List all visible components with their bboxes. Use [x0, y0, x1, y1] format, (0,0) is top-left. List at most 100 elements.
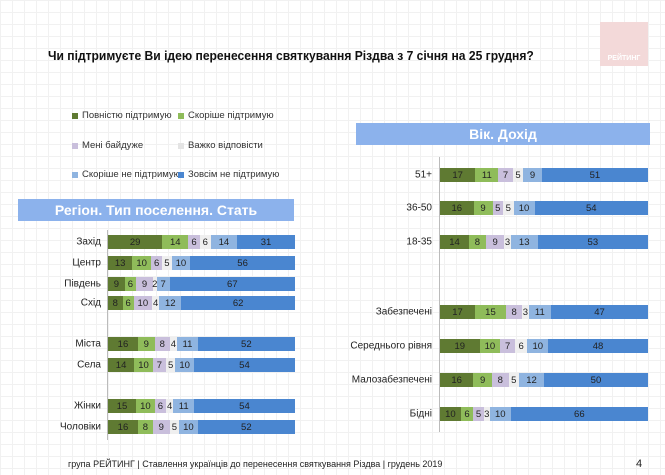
- bar-segment: 3: [483, 407, 490, 421]
- category-label: Малозабезпечені: [351, 374, 432, 386]
- legend-item: Скоріше не підтримую: [72, 169, 181, 180]
- bar-segment: 7: [498, 168, 513, 182]
- legend-swatch: [72, 171, 78, 178]
- category-label: 36-50: [406, 202, 432, 214]
- stacked-bar: 16 9 5 5 10 54: [440, 201, 648, 215]
- bar-segment: 4: [169, 337, 178, 351]
- category-label: Середнього рівня: [350, 340, 432, 352]
- bar-segment: 66: [510, 407, 648, 421]
- bar-segment: 47: [551, 305, 648, 319]
- page-number: 4: [636, 458, 643, 470]
- stacked-bar: 16 8 9 5 10 52: [108, 420, 295, 434]
- legend-swatch: [72, 112, 78, 119]
- y-axis: [107, 230, 108, 440]
- bar-segment: 9: [473, 373, 492, 387]
- bar-segment: 17: [440, 305, 475, 319]
- legend-item: Зовсім не підтримую: [178, 169, 279, 180]
- bar-segment: 9: [137, 337, 155, 351]
- bar-segment: 10: [134, 358, 153, 372]
- bar-segment: 53: [537, 235, 648, 249]
- bar-segment: 8: [108, 296, 123, 310]
- bar-segment: 10: [479, 339, 501, 353]
- legend-swatch: [178, 142, 184, 149]
- bar-segment: 14: [162, 235, 189, 249]
- legend-label: Повністю підтримую: [82, 110, 172, 121]
- bar-segment: 9: [523, 168, 542, 182]
- category-label: Чоловіки: [59, 421, 101, 433]
- stacked-bar: 10 6 5 3 10 66: [440, 407, 648, 421]
- legend-label: Зовсім не підтримую: [188, 169, 280, 180]
- bar-segment: 8: [469, 235, 486, 249]
- bar-segment: 6: [122, 296, 134, 310]
- bar-segment: 17: [440, 168, 476, 182]
- legend-label: Мені байдуже: [82, 140, 144, 151]
- bar-segment: 3: [522, 305, 529, 319]
- legend-label: Скоріше не підтримую: [82, 169, 181, 180]
- bar-segment: 13: [108, 256, 133, 270]
- bar-segment: 50: [543, 373, 648, 387]
- bar-segment: 10: [513, 201, 535, 215]
- bar-segment: 9: [108, 277, 125, 291]
- category-label: Південь: [64, 278, 101, 290]
- bar-segment: 54: [193, 399, 295, 413]
- bar-segment: 8: [505, 305, 523, 319]
- y-axis: [439, 157, 440, 432]
- category-label: Забезпечені: [375, 306, 432, 318]
- bar-segment: 7: [156, 277, 170, 291]
- legend-swatch: [178, 112, 184, 119]
- bar-segment: 6: [154, 399, 166, 413]
- bar-segment: 6: [188, 235, 200, 249]
- bar-segment: 51: [541, 168, 648, 182]
- bar-segment: 4: [151, 296, 160, 310]
- bar-segment: 11: [475, 168, 499, 182]
- bar-segment: 10: [440, 407, 461, 421]
- chart-title-left: Регіон. Тип поселення. Стать: [18, 199, 294, 221]
- bar-segment: 9: [136, 277, 153, 291]
- bar-segment: 7: [500, 339, 515, 353]
- bar-segment: 10: [489, 407, 511, 421]
- legend-item: Скоріше підтримую: [178, 110, 274, 121]
- bar-segment: 8: [154, 337, 170, 351]
- stacked-bar: 9 6 9 2 7 67: [108, 277, 295, 291]
- bar-segment: 16: [108, 337, 138, 351]
- bar-segment: 16: [440, 201, 474, 215]
- category-label: Центр: [72, 257, 101, 269]
- bar-segment: 6: [199, 235, 211, 249]
- bar-segment: 7: [152, 358, 166, 372]
- bar-segment: 16: [440, 373, 474, 387]
- category-label: Міста: [75, 338, 101, 350]
- stacked-bar: 17 15 8 3 11 47: [440, 305, 648, 319]
- bar-segment: 11: [177, 337, 198, 351]
- legend-item: Важко відповісти: [178, 140, 263, 151]
- bar-segment: 10: [527, 339, 549, 353]
- bar-segment: 9: [152, 420, 170, 434]
- bar-segment: 52: [197, 420, 295, 434]
- bar-segment: 6: [150, 256, 163, 270]
- stacked-bar: 29 14 6 6 14 31: [108, 235, 295, 249]
- legend-swatch: [72, 142, 78, 149]
- bar-segment: 6: [514, 339, 528, 353]
- footer: група РЕЙТИНГ | Ставлення українців до п…: [68, 459, 443, 469]
- category-label: Схід: [80, 297, 101, 309]
- legend-item: Мені байдуже: [72, 140, 143, 151]
- bar-segment: 9: [485, 235, 505, 249]
- bar-segment: 15: [475, 305, 506, 319]
- bar-segment: 5: [473, 407, 484, 421]
- bar-segment: 5: [162, 256, 172, 270]
- bar-segment: 11: [528, 305, 552, 319]
- logo: РЕЙТИНГ: [600, 22, 648, 66]
- chart-title-right: Вік. Дохід: [356, 123, 650, 145]
- bar-segment: 12: [519, 373, 544, 387]
- bar-segment: 54: [193, 358, 295, 372]
- bar-segment: 29: [108, 235, 163, 249]
- stacked-bar: 14 8 9 3 13 53: [440, 235, 648, 249]
- legend-label: Важко відповісти: [188, 140, 263, 151]
- bar-segment: 3: [504, 235, 511, 249]
- bar-segment: 6: [460, 407, 474, 421]
- bar-segment: 14: [108, 358, 135, 372]
- bar-segment: 5: [508, 373, 519, 387]
- bar-segment: 12: [159, 296, 182, 310]
- bar-segment: 9: [473, 201, 493, 215]
- category-label: Села: [77, 359, 101, 371]
- legend-label: Скоріше підтримую: [188, 110, 274, 121]
